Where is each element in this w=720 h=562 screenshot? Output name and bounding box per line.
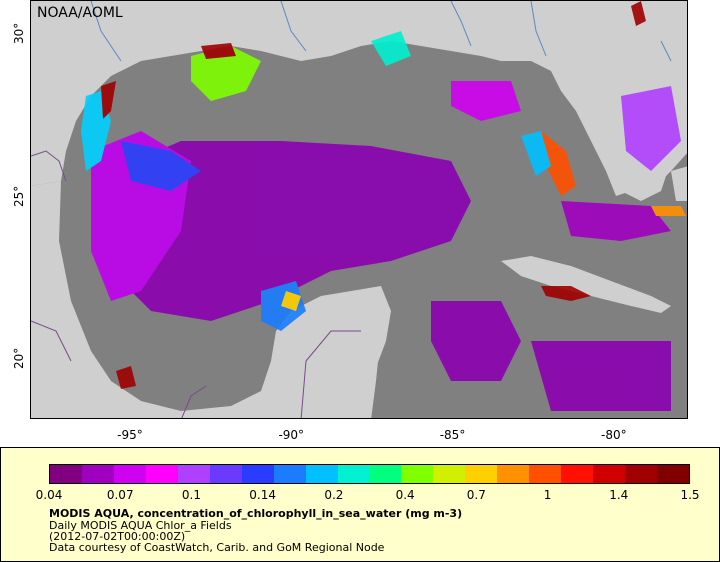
land-yucatan xyxy=(276,286,391,418)
colorbar-segment xyxy=(209,465,242,483)
political-boundaries xyxy=(31,150,361,418)
border-guatemala xyxy=(181,385,207,418)
patch-florida-east xyxy=(621,86,681,171)
legend-subtitle: Daily MODIS AQUA Chlor_a Fields xyxy=(49,519,232,532)
patch-cuba-red xyxy=(541,286,591,301)
colorbar-segment xyxy=(593,465,626,483)
river-3 xyxy=(450,1,472,47)
river-5 xyxy=(660,40,672,62)
colorbar-label: 1.4 xyxy=(609,488,629,502)
colorbar-label: 0.07 xyxy=(106,488,134,502)
y-tick-label: 25° xyxy=(12,185,26,207)
border-central xyxy=(31,320,72,362)
river-2 xyxy=(280,1,307,52)
colorbar-segment xyxy=(113,465,146,483)
colorbar-label: 0.2 xyxy=(324,488,344,502)
colorbar-label: 0.14 xyxy=(249,488,277,502)
patch-caribbean-east xyxy=(531,341,671,411)
colorbar-segment xyxy=(305,465,338,483)
patch-campeche-red xyxy=(116,366,136,389)
colorbar-segment xyxy=(561,465,594,483)
patch-mississippi xyxy=(371,31,411,66)
land-usa xyxy=(31,1,687,196)
colorbar-label: 1 xyxy=(543,488,552,502)
border-yucatan xyxy=(300,330,361,418)
colorbar-label: 0.04 xyxy=(35,488,63,502)
colorbar xyxy=(49,464,690,484)
colorbar-label: 0.7 xyxy=(466,488,486,502)
patch-eastern-gulf xyxy=(451,81,521,121)
colorbar-segment xyxy=(50,465,82,483)
river-1 xyxy=(90,1,122,62)
colorbar-segment xyxy=(657,465,690,483)
chlorophyll-patches xyxy=(81,1,686,411)
y-tick-label: 20° xyxy=(12,348,26,370)
patch-louisiana xyxy=(191,46,261,101)
colorbar-label: 0.4 xyxy=(395,488,415,502)
river-4 xyxy=(530,1,547,57)
x-tick-label: -95° xyxy=(117,428,143,442)
colorbar-segment xyxy=(369,465,402,483)
patch-yucatan-orange xyxy=(281,291,301,311)
colorbar-segment xyxy=(177,465,210,483)
patch-caribbean xyxy=(431,301,521,381)
x-tick-label: -85° xyxy=(439,428,466,442)
legend-panel: 0.04 0.07 0.1 0.14 0.2 0.4 0.7 1 1.4 1.5 MODIS AQ… xyxy=(0,447,720,562)
colorbar-segment xyxy=(465,465,498,483)
colorbar-segment xyxy=(529,465,562,483)
legend-title: MODIS AQUA, concentration_of_chlorophyll… xyxy=(49,507,463,520)
x-tick-label: -90° xyxy=(278,428,305,442)
land-cuba xyxy=(501,256,671,313)
map-panel: NOAA/AOML xyxy=(30,0,688,419)
y-tick-label: 30° xyxy=(12,23,26,45)
patch-panhandle-red xyxy=(631,1,646,26)
patch-west-blue xyxy=(121,141,201,191)
colorbar-segment xyxy=(433,465,466,483)
patch-louisiana-red xyxy=(201,43,236,59)
patch-florida-cyan xyxy=(521,131,551,176)
colorbar-segment xyxy=(81,465,114,483)
legend-date: (2012-07-02T00:00:00Z) xyxy=(49,530,186,543)
legend-source: Data courtesy of CoastWatch, Carib. and … xyxy=(49,541,385,554)
x-tick-label: -80° xyxy=(601,428,627,442)
colorbar-segment xyxy=(401,465,434,483)
colorbar-label: 1.5 xyxy=(680,488,700,502)
colorbar-segment xyxy=(273,465,306,483)
land-bahamas xyxy=(671,166,687,201)
border-tx-mx xyxy=(31,150,67,182)
colorbar-segment xyxy=(337,465,370,483)
patch-texas-red xyxy=(101,81,116,119)
chlorophyll-map xyxy=(31,1,687,418)
colorbar-segment xyxy=(625,465,658,483)
patch-keys xyxy=(651,206,686,216)
colorbar-segment xyxy=(241,465,274,483)
colorbar-label: 0.1 xyxy=(181,488,201,502)
colorbar-segment xyxy=(145,465,178,483)
patch-florida-west xyxy=(541,131,576,196)
colorbar-segment xyxy=(497,465,530,483)
rivers xyxy=(90,1,672,62)
patch-cuba-north xyxy=(561,201,671,241)
credit-label: NOAA/AOML xyxy=(37,5,123,21)
